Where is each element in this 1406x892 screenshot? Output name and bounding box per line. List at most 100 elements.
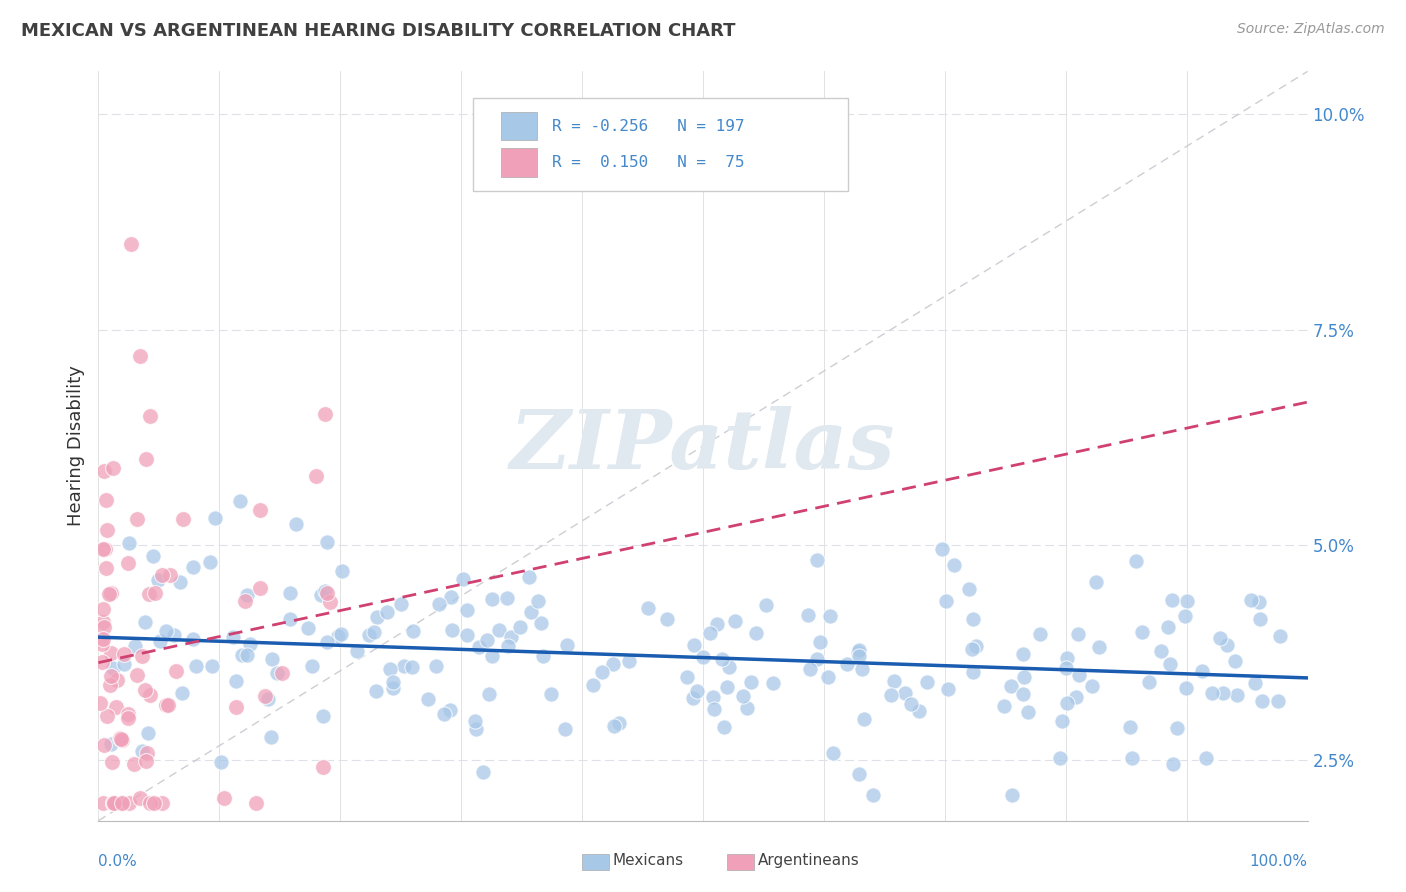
Point [110, 732, 132, 747]
Point [186, 659, 208, 673]
Point [239, 637, 262, 651]
Point [93, 738, 115, 752]
Point [138, 409, 160, 423]
Point [1166, 721, 1188, 735]
Point [441, 624, 464, 638]
Point [105, 673, 128, 687]
Point [135, 754, 157, 768]
Point [851, 662, 873, 676]
Point [848, 648, 870, 663]
Point [394, 659, 416, 673]
Point [254, 689, 277, 703]
Text: R =  0.150   N =  75: R = 0.150 N = 75 [551, 155, 744, 170]
Point [1067, 627, 1090, 641]
Point [129, 791, 152, 805]
Point [91, 615, 114, 629]
Point [582, 678, 605, 692]
Point [755, 598, 778, 612]
Point [1223, 654, 1246, 668]
Point [101, 755, 124, 769]
Point [249, 581, 271, 595]
Point [554, 722, 576, 736]
Point [499, 631, 522, 645]
Point [724, 614, 747, 628]
Point [377, 605, 399, 619]
Point [1174, 609, 1197, 624]
Point [236, 648, 259, 663]
Point [478, 687, 501, 701]
Point [166, 664, 188, 678]
Point [198, 555, 221, 569]
Point [1240, 592, 1263, 607]
Y-axis label: Hearing Disability: Hearing Disability [66, 366, 84, 526]
Point [98, 587, 121, 601]
Point [209, 756, 232, 770]
Point [942, 558, 965, 572]
Point [169, 575, 191, 590]
Point [357, 627, 380, 641]
Point [676, 670, 699, 684]
Point [110, 797, 132, 811]
Point [481, 591, 503, 606]
Point [278, 586, 301, 600]
Point [692, 649, 714, 664]
Point [810, 635, 832, 649]
Point [1121, 750, 1143, 764]
Point [416, 691, 439, 706]
Point [540, 688, 562, 702]
Point [143, 797, 166, 811]
Point [908, 704, 931, 718]
Point [89, 696, 111, 710]
Text: 100.0%: 100.0% [1250, 855, 1308, 870]
Point [686, 684, 709, 698]
Point [1156, 620, 1178, 634]
Point [91, 637, 114, 651]
Point [312, 709, 335, 723]
Point [401, 660, 423, 674]
Point [125, 668, 148, 682]
Point [96, 524, 118, 538]
Point [848, 643, 870, 657]
Point [117, 556, 139, 570]
Point [1088, 640, 1111, 654]
Point [716, 680, 738, 694]
Point [131, 744, 153, 758]
Point [496, 639, 519, 653]
Point [965, 639, 987, 653]
Point [316, 586, 339, 600]
Point [111, 797, 134, 811]
Point [936, 681, 959, 696]
Point [1216, 638, 1239, 652]
Point [713, 720, 735, 734]
Point [475, 632, 498, 647]
Point [427, 597, 450, 611]
Point [139, 797, 162, 811]
Point [744, 626, 766, 640]
Point [204, 511, 226, 525]
Point [214, 791, 236, 805]
Point [245, 797, 267, 811]
Point [1056, 651, 1078, 665]
Text: Source: ZipAtlas.com: Source: ZipAtlas.com [1237, 22, 1385, 37]
Point [699, 625, 721, 640]
Point [104, 699, 127, 714]
Point [103, 797, 125, 811]
Text: Argentineans: Argentineans [758, 853, 859, 868]
Point [1137, 675, 1160, 690]
Point [1212, 686, 1234, 700]
Point [862, 788, 884, 802]
Point [1050, 714, 1073, 728]
Point [111, 732, 134, 747]
Point [519, 570, 541, 584]
Point [259, 730, 281, 744]
Point [820, 608, 842, 623]
Point [96, 560, 118, 574]
Point [602, 719, 624, 733]
Point [846, 645, 869, 659]
Point [108, 731, 131, 745]
FancyBboxPatch shape [582, 854, 609, 870]
Point [225, 673, 247, 688]
Point [879, 688, 901, 702]
Text: 0.0%: 0.0% [98, 855, 138, 870]
Point [1191, 665, 1213, 679]
